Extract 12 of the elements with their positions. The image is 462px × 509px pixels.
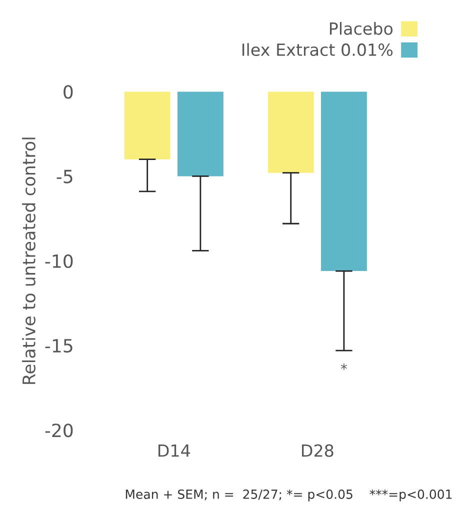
- y-tick-label: -20: [45, 424, 73, 438]
- y-tick-label: -5: [56, 170, 72, 184]
- y-axis-title: Relative to untreated control: [22, 138, 36, 384]
- x-tick-label: D14: [158, 444, 190, 457]
- x-tick-label: D28: [302, 444, 334, 457]
- legend-label: Ilex Extract 0.01%: [242, 43, 393, 56]
- annotation: *: [340, 364, 348, 370]
- y-tick-label: -15: [45, 339, 72, 353]
- legend-label: Placebo: [330, 22, 393, 35]
- text: Mean + SEM; n = 25/27; *= p<0.05 ***=p<0.001: [126, 489, 452, 502]
- y-tick-label: -10: [45, 254, 73, 268]
- y-tick-label: 0: [64, 85, 73, 99]
